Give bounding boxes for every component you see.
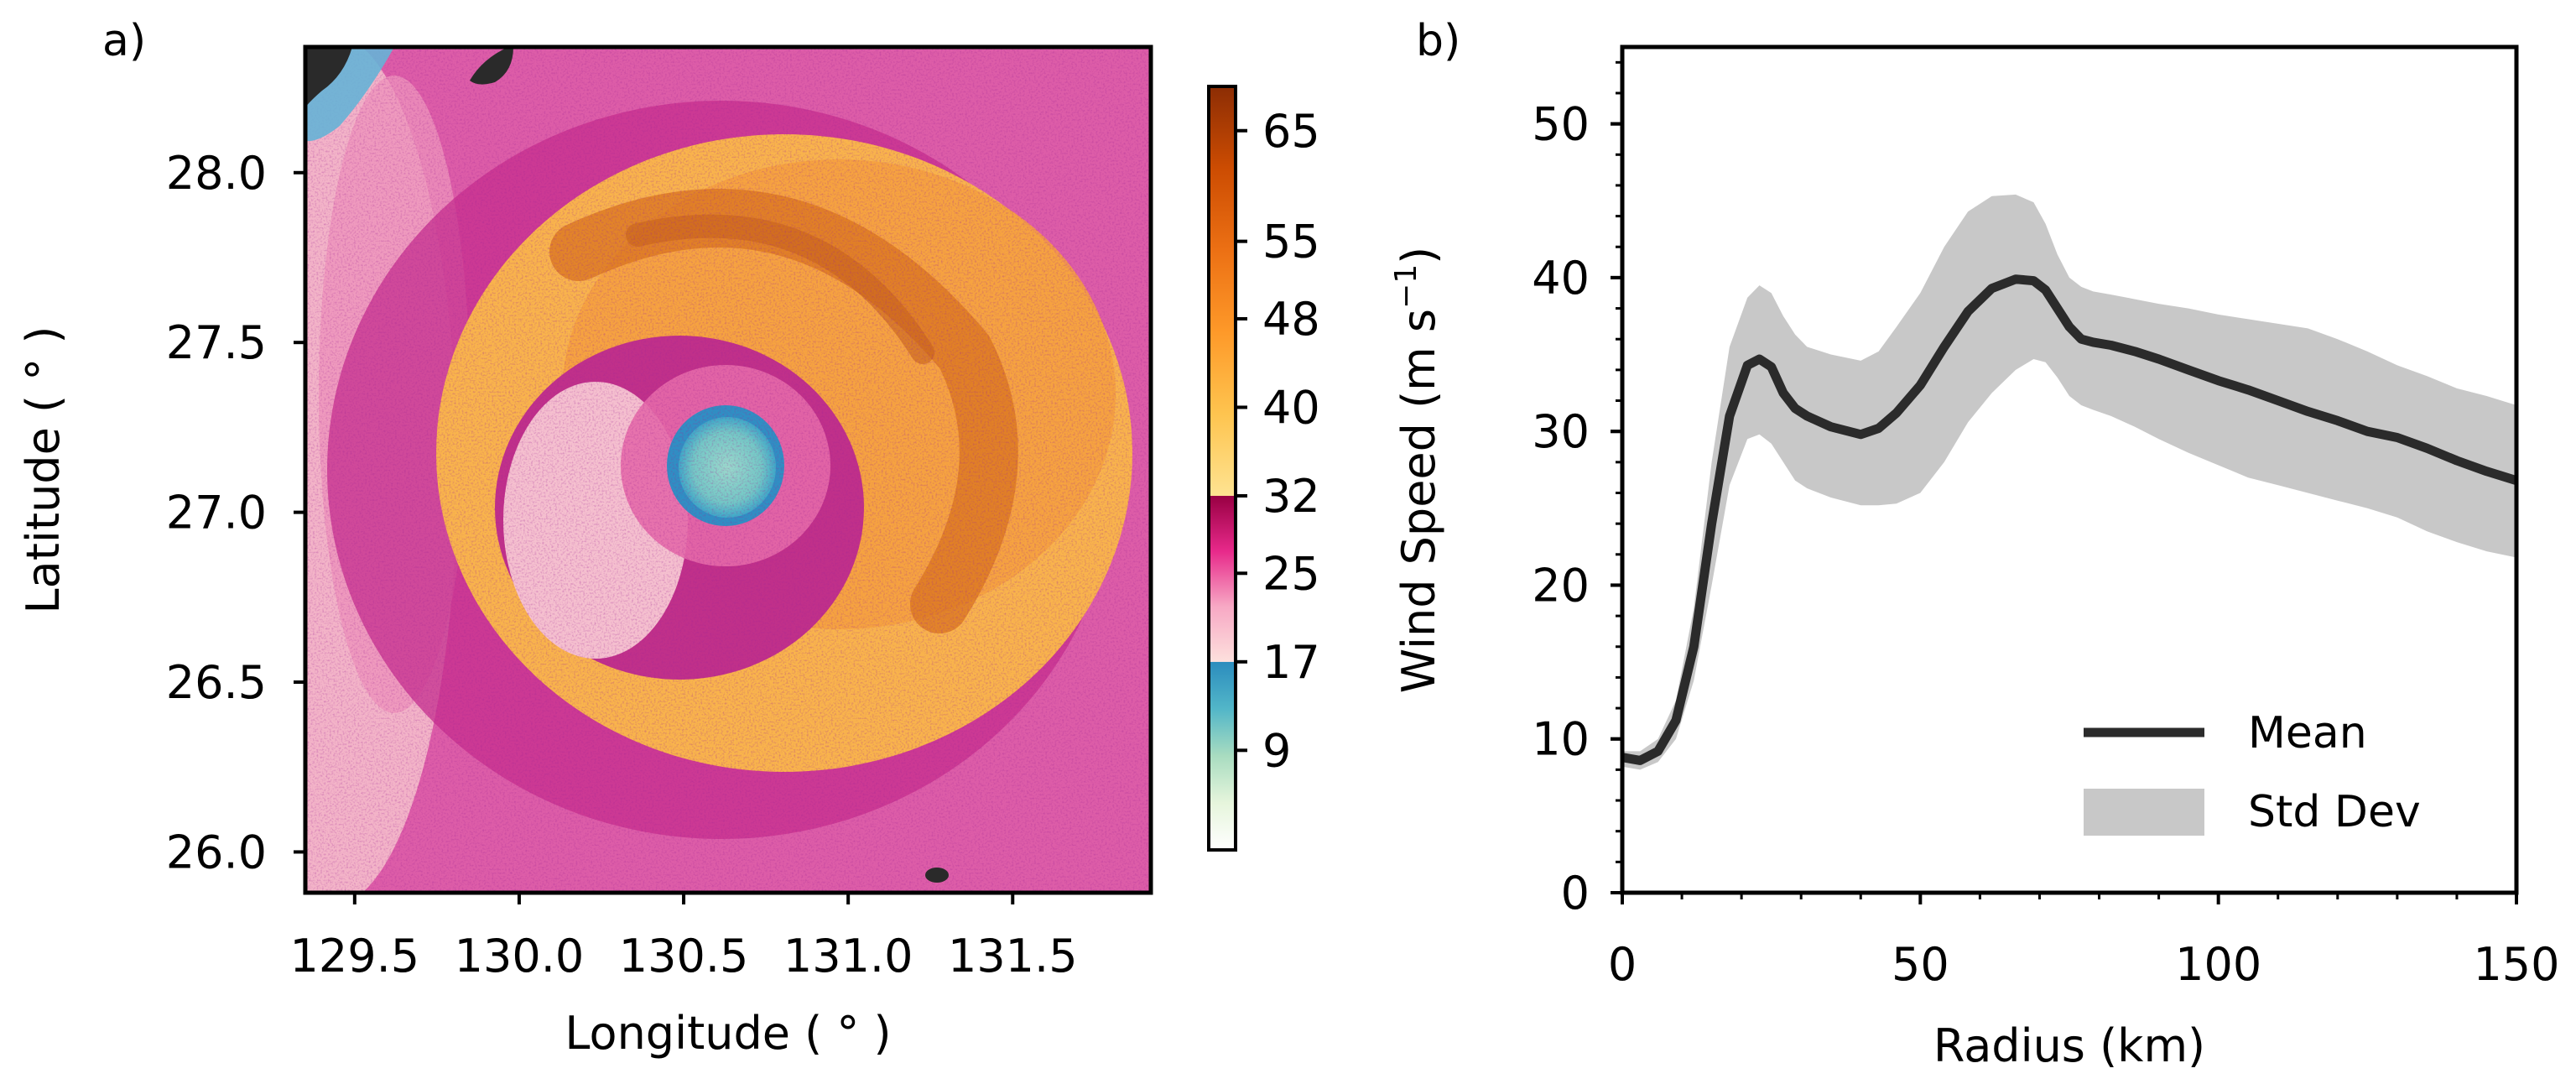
map-frame xyxy=(303,44,1153,895)
profile-y-tick-label: 30 xyxy=(1532,405,1590,458)
profile-x-tick-label: 50 xyxy=(1892,938,1949,991)
colorbar xyxy=(1209,86,1236,850)
colorbar-tick-label: 17 xyxy=(1262,636,1320,689)
legend-std-label: Std Dev xyxy=(2248,787,2421,837)
profile-y-tick-label: 50 xyxy=(1532,98,1590,151)
land-patch-nw xyxy=(305,47,352,107)
wind-map xyxy=(305,47,1151,893)
map-y-ticks: 26.0 26.5 27.0 27.5 28.0 xyxy=(166,147,305,878)
colorbar-ticks: 9 17 25 32 40 48 55 65 xyxy=(1236,105,1320,777)
profile-xlabel: Radius (km) xyxy=(1933,1019,2205,1072)
mean-line xyxy=(1622,274,2516,765)
legend-mean-label: Mean xyxy=(2248,708,2367,758)
legend: Mean Std Dev xyxy=(2084,708,2421,837)
map-xlabel: Longitude ( ° ) xyxy=(565,1007,891,1060)
panel-b-label: b) xyxy=(1416,16,1460,66)
map-x-ticks: 129.5 130.0 130.5 131.0 131.5 xyxy=(290,893,1078,982)
profile-x-tick-label: 150 xyxy=(2473,938,2559,991)
map-y-tick-label: 26.0 xyxy=(166,826,267,878)
panel-a: a) xyxy=(17,16,1320,1060)
map-y-tick-label: 28.0 xyxy=(166,147,267,200)
profile-ylabel: Wind Speed (m s−1) xyxy=(1389,247,1445,693)
profile-y-tick-label: 0 xyxy=(1561,867,1590,920)
profile-y-tick-label: 40 xyxy=(1532,252,1590,305)
colorbar-tick-label: 48 xyxy=(1262,293,1320,346)
map-x-tick-label: 131.5 xyxy=(948,930,1078,982)
colorbar-tick-label: 40 xyxy=(1262,381,1320,434)
colorbar-tick-label: 55 xyxy=(1262,216,1320,268)
colorbar-tick-label: 25 xyxy=(1262,547,1320,600)
map-x-tick-label: 129.5 xyxy=(290,930,420,982)
profile-y-tick-label: 10 xyxy=(1532,713,1590,766)
panel-a-label: a) xyxy=(102,16,146,66)
std-dev-band xyxy=(1622,194,2516,770)
profile-y-tick-label: 20 xyxy=(1532,559,1590,612)
colorbar-frame xyxy=(1207,85,1237,852)
panel-b: b) 0 50 100 150 0 10 20 30 40 50 Radius (km) Win… xyxy=(1389,16,2560,1072)
colorbar-segment xyxy=(1209,661,1236,850)
legend-std-swatch xyxy=(2084,789,2204,836)
profile-frame xyxy=(1620,44,2519,895)
map-y-tick-label: 27.5 xyxy=(166,316,267,369)
profile-x-tick-label: 100 xyxy=(2175,938,2261,991)
colorbar-tick-label: 9 xyxy=(1262,724,1291,777)
map-x-tick-label: 131.0 xyxy=(783,930,913,982)
map-ylabel: Latitude ( ° ) xyxy=(17,326,70,614)
map-x-tick-label: 130.5 xyxy=(619,930,749,982)
map-speckle xyxy=(305,47,1151,893)
map-x-tick-label: 130.0 xyxy=(455,930,585,982)
colorbar-tick-label: 32 xyxy=(1262,470,1320,523)
land-patch-n xyxy=(470,47,513,85)
colorbar-segment xyxy=(1209,86,1236,496)
profile-x-tick-label: 0 xyxy=(1608,938,1637,991)
colorbar-tick-label: 65 xyxy=(1262,105,1320,158)
colorbar-segment xyxy=(1209,495,1236,662)
map-y-tick-label: 26.5 xyxy=(166,656,267,709)
land-patch-s xyxy=(925,868,949,883)
map-y-tick-label: 27.0 xyxy=(166,487,267,539)
profile-y-ticks: 0 10 20 30 40 50 xyxy=(1532,60,1622,920)
profile-x-ticks: 0 50 100 150 xyxy=(1608,893,2560,991)
